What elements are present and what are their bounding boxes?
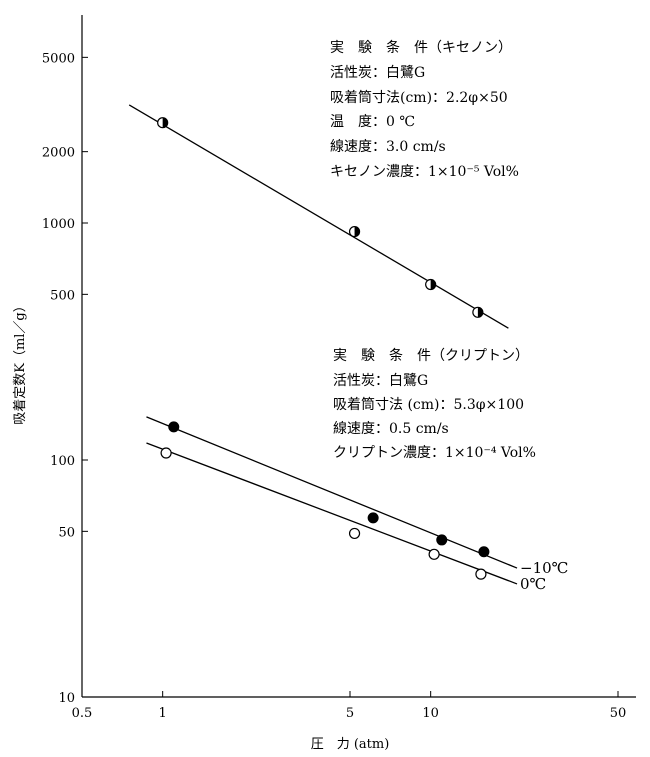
axes: [81, 15, 636, 698]
fit-lines: [128, 104, 518, 585]
y-tick-label: 10: [58, 691, 75, 706]
data-point: [160, 447, 172, 459]
x-tick-label: 5: [346, 706, 354, 721]
data-point: [472, 306, 484, 318]
fit-line: [128, 104, 509, 329]
y-tick-label: 50: [58, 525, 75, 540]
fit-line: [146, 442, 518, 585]
data-point: [478, 546, 490, 558]
y-tick-label: 5000: [42, 51, 75, 66]
y-tick-label: 2000: [42, 146, 75, 161]
xenon-condition-line: 線速度：3.0 cm/s: [330, 139, 446, 155]
x-axis-title: 圧 力 (atm): [311, 737, 390, 752]
tick-labels: 0.5 1 5 10 50 10 50 100 500 1000 2000 5000: [42, 51, 626, 721]
krypton-condition-line: クリプトン濃度：1×10⁻⁴ Vol%: [333, 445, 536, 461]
data-point: [475, 568, 487, 580]
data-point: [436, 534, 448, 546]
y-tick-label: 1000: [42, 217, 75, 232]
data-point: [168, 421, 180, 433]
krypton-condition-line: 吸着筒寸法 (cm)：5.3φ×100: [333, 396, 524, 413]
data-point: [367, 512, 379, 524]
xenon-condition-line: 温 度：0 ℃: [330, 114, 415, 130]
krypton-condition-line: 活性炭：白鷺G: [333, 373, 428, 389]
data-point: [348, 527, 361, 540]
xenon-condition-line: 吸着筒寸法(cm)：2.2φ×50: [330, 89, 508, 106]
x-tick-label: 10: [422, 706, 439, 721]
y-tick-label: 100: [50, 454, 75, 469]
xenon-conditions: 実 験 条 件（キセノン） 活性炭：白鷺G 吸着筒寸法(cm)：2.2φ×50 …: [330, 39, 519, 180]
x-tick-label: 0.5: [72, 706, 93, 721]
xenon-condition-line: 実 験 条 件（キセノン）: [330, 39, 512, 56]
series-label: −10℃: [520, 559, 568, 577]
points: [157, 117, 490, 580]
ticks: [81, 56, 619, 698]
x-tick-label: 1: [159, 706, 167, 721]
x-tick-label: 50: [610, 706, 627, 721]
y-tick-label: 500: [50, 288, 75, 303]
series-labels: −10℃0℃: [520, 559, 568, 593]
data-point: [157, 117, 169, 129]
data-point: [428, 548, 440, 560]
y-axis-title: 吸着定数K（ml／g）: [12, 299, 28, 425]
data-point: [425, 278, 437, 291]
xenon-condition-line: 活性炭：白鷺G: [330, 65, 425, 81]
krypton-condition-line: 実 験 条 件（クリプトン）: [333, 347, 529, 364]
series-label: 0℃: [520, 575, 546, 593]
fit-line: [146, 416, 518, 569]
xenon-condition-line: キセノン濃度：1×10⁻⁵ Vol%: [330, 164, 519, 180]
data-point: [348, 225, 361, 238]
krypton-condition-line: 線速度：0.5 cm/s: [333, 421, 449, 437]
krypton-conditions: 実 験 条 件（クリプトン） 活性炭：白鷺G 吸着筒寸法 (cm)：5.3φ×1…: [333, 347, 536, 461]
